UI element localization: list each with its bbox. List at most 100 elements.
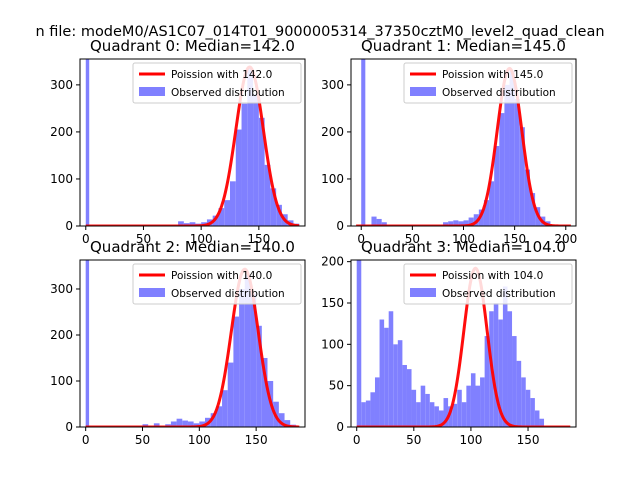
histogram-bar [241,103,248,226]
legend: Poission with 142.0 Observed distribution [132,62,302,104]
y-tick-label: 0 [65,420,73,434]
histogram-bar [529,193,536,226]
histogram-bar [284,420,291,427]
histogram-bar [402,364,407,427]
y-tick-label: 100 [321,337,344,351]
legend-box [403,263,573,305]
legend-hist-label: Observed distribution [171,288,285,300]
panel-0: 0 50 100 150 0 100 200 300 Quadrant 0: Median=14… [50,37,306,246]
legend-hist-swatch [410,288,436,297]
histogram-bar [187,421,194,427]
panel-title: Quadrant 0: Median=142.0 [90,37,295,55]
x-tick-label: 150 [247,232,270,246]
histogram-bar [85,260,90,427]
x-tick-label: 50 [405,232,420,246]
histogram-bar [397,340,403,427]
histogram-bar [381,222,387,226]
histogram-bar [411,389,417,427]
figure-suptitle: n file: modeM0/AS1C07_014T01_9000005314_… [35,24,604,40]
histogram-bar [374,377,380,427]
histogram-bar [452,403,458,427]
y-tick-label: 200 [50,328,73,342]
legend-fit-label: Poission with 142.0 [171,69,272,81]
histogram-bar [519,127,525,226]
histogram-bar [210,413,217,427]
fit-curve [356,266,571,427]
axes-frame [350,259,577,428]
x-tick-label: 100 [459,433,482,447]
axes-frame [79,58,306,227]
x-tick-label: 0 [357,232,365,246]
legend-hist-swatch [410,87,436,96]
histogram-bar [235,129,242,226]
legend: Poission with 140.0 Observed distribution [132,263,302,305]
y-tick-label: 300 [50,78,73,92]
panel-title: Quadrant 3: Median=104.0 [361,238,566,256]
histogram-bar [250,293,257,427]
histogram-bar [233,316,240,427]
histogram-bar [480,377,485,427]
legend-fit-label: Poission with 140.0 [171,270,272,282]
x-tick-label: 0 [353,433,361,447]
histogram-bar [264,164,271,226]
histogram-bar [253,94,259,226]
histogram-bar [376,218,382,226]
x-tick-label: 200 [554,232,577,246]
histogram-bar [453,220,459,226]
histogram-bar [256,325,262,427]
histogram-bar [420,385,426,427]
legend-hist-swatch [139,288,165,297]
histogram-bar [458,221,464,226]
histogram-bar [370,392,375,427]
legend-box [132,62,302,104]
y-tick-label: 50 [329,379,344,393]
histogram-bar [218,208,225,226]
x-tick-label: 0 [82,433,90,447]
legend-fit-label: Poission with 145.0 [442,69,543,81]
histogram-bar [539,418,545,427]
histogram-bar [176,418,183,427]
histogram-bar [448,406,453,427]
y-tick-label: 0 [336,420,344,434]
histogram-bar [216,406,223,427]
histogram-bar [244,275,251,427]
histogram-bar [470,373,476,427]
legend-hist-label: Observed distribution [442,288,556,300]
histogram-bar [509,70,515,226]
histogram-bar [379,319,385,427]
histogram-bar [230,181,236,226]
axes-frame [79,259,306,428]
x-tick-label: 100 [452,232,475,246]
histogram-bar [475,385,481,427]
histogram-bar [278,413,285,427]
histogram-bar [468,217,474,226]
histogram-bar [425,393,430,427]
histogram-bar [361,402,366,427]
y-tick-label: 200 [321,255,344,269]
histogram-bar [514,98,520,226]
y-tick-label: 150 [321,296,344,310]
y-tick-label: 300 [50,282,73,296]
legend-hist-label: Observed distribution [171,87,285,99]
histogram-bar [434,406,439,427]
y-tick-label: 100 [50,172,73,186]
y-tick-label: 0 [336,219,344,233]
legend: Poission with 145.0 Observed distribution [403,62,573,104]
legend-hist-label: Observed distribution [442,87,556,99]
histogram-bar [466,385,471,427]
histogram-bar [448,221,454,226]
histogram-bar [524,169,530,226]
histogram-bar [416,402,421,427]
histogram-bar [193,423,200,427]
histogram-bar [384,327,389,427]
histogram-bar [178,221,184,226]
histogram-bar [199,421,205,427]
histogram-bar [371,216,377,226]
histogram-bar [365,400,371,427]
histogram-bar [261,357,268,427]
histogram-bar [406,369,412,427]
histogram-bar [512,336,517,427]
x-tick-label: 0 [82,232,90,246]
histogram-bar [534,410,540,427]
histogram-bar [499,113,505,226]
